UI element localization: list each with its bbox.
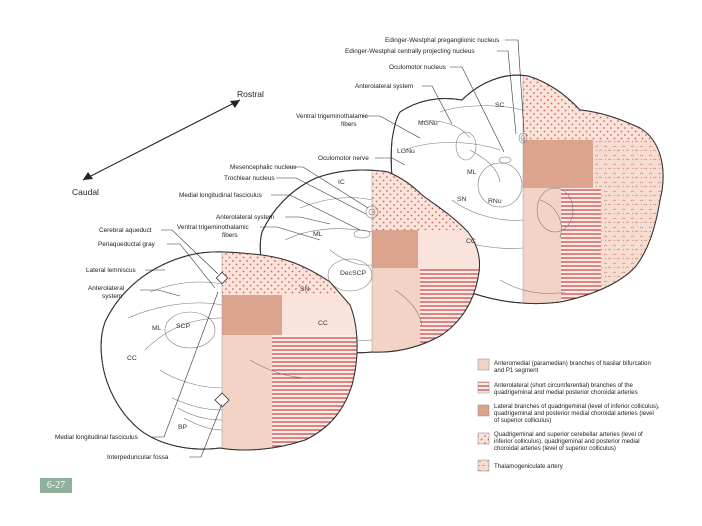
- legend-swatch-thalamogeniculate: [477, 459, 490, 472]
- inner-label-ml-low: ML: [152, 325, 162, 332]
- legend-item: Anteromedial (paramedian) branches of ba…: [477, 358, 651, 374]
- legend-swatch-anterolateral: [477, 381, 490, 394]
- label-ventral-trigeminothalamic-top: Ventral trigeminothalamic: [296, 113, 369, 120]
- legend-swatch-quadrigeminal: [477, 432, 490, 445]
- legend-text: and P1 segment: [494, 367, 539, 374]
- legend-text: quadrigeminal and medial posterior choro…: [494, 389, 638, 396]
- region-anteromedial: [523, 188, 561, 304]
- caudal-label: Caudal: [72, 187, 99, 197]
- label-oculomotor-nucleus: Oculomotor nucleus: [389, 64, 446, 71]
- region-quadrigeminal-light: [282, 295, 358, 335]
- label-ventral-trigeminothalamic-middle-2: fibers: [222, 232, 238, 239]
- fossa-marker: [214, 392, 230, 408]
- label-mlf-low: Medial longitudinal fasciculus: [55, 434, 138, 441]
- legend-item: Lateral branches of quadrigeminal (level…: [477, 403, 660, 424]
- legend-text: Thalamogeniculate artery: [494, 463, 564, 470]
- inner-label-cc-top: CC: [466, 238, 476, 245]
- label-anterolateral-system-top: Anterolateral system: [355, 83, 413, 90]
- legend-text: quadrigeminal and posterior medial choro…: [494, 410, 654, 417]
- label-periaqueductal-gray: Periaqueductal gray: [98, 241, 156, 248]
- legend-text: Anteromedial (paramedian) branches of ba…: [494, 360, 651, 367]
- region-anteromedial: [222, 335, 272, 450]
- label-oculomotor-nerve: Oculomotor nerve: [318, 155, 369, 162]
- label-anterolateral-system-low: Anterolateral: [88, 285, 124, 292]
- inner-label-bp: BP: [178, 424, 188, 431]
- legend-text: Quadrigeminal and superior cerebellar ar…: [494, 431, 643, 438]
- inner-label-decscp: DecSCP: [340, 270, 367, 277]
- figure-number-badge: 6-27: [40, 478, 72, 493]
- label-mlf-middle: Medial longitudinal fasciculus: [179, 192, 262, 199]
- orientation-arrow: [82, 99, 241, 181]
- label-ventral-trigeminothalamic-top-2: fibers: [341, 121, 357, 128]
- region-anteromedial: [372, 268, 420, 353]
- label-edinger-westphal-preganglionic: Edinger-Westphal preganglionic nucleus: [385, 37, 499, 44]
- inner-label-lgnu: LGNu: [397, 148, 415, 155]
- legend-item: Quadrigeminal and superior cerebellar ar…: [477, 431, 643, 452]
- inner-label-ic: IC: [338, 179, 345, 186]
- label-mesencephalic-nucleus: Mesencephalic nucleus: [230, 164, 296, 171]
- legend-text: inferior colliculus), quadrigeminal and …: [494, 438, 640, 445]
- inner-label-cc-mid: CC: [318, 320, 328, 327]
- inner-label-rnu: RNu: [488, 198, 502, 205]
- label-anterolateral-system-low-2: system: [102, 293, 122, 300]
- inner-labels: SC MGNu LGNu ML SN RNu CC IC ML DecSCP S…: [127, 102, 505, 431]
- inner-label-ml-mid: ML: [313, 231, 323, 238]
- label-lateral-lemniscus: Lateral lemniscus: [86, 267, 136, 274]
- region-lateral-branches: [222, 295, 282, 335]
- legend: Anteromedial (paramedian) branches of ba…: [477, 358, 660, 472]
- inner-label-sn-top: SN: [457, 196, 467, 203]
- legend-text: choroidal arteries (level of superior co…: [494, 445, 616, 452]
- region-quadrigeminal-dots: [222, 251, 262, 295]
- region-quadrigeminal-dots: [372, 170, 408, 230]
- label-cerebral-aqueduct: Cerebral aqueduct: [99, 227, 152, 234]
- region-lateral-branches: [523, 140, 593, 188]
- inner-label-ml-top: ML: [467, 169, 477, 176]
- inner-label-scp: SCP: [176, 323, 190, 330]
- region-anterolateral-stripes: [561, 188, 601, 304]
- label-interpeduncular-fossa: Interpeduncular fossa: [107, 454, 169, 461]
- region-quadrigeminal-dots: [523, 75, 583, 140]
- legend-swatch-anteromedial: [477, 358, 490, 371]
- region-thalamogeniculate: [593, 140, 664, 188]
- inner-label-cc-low: CC: [127, 355, 137, 362]
- region-thalamogeniculate: [601, 188, 664, 304]
- rostral-label: Rostral: [237, 89, 264, 99]
- section-caudal: [100, 251, 358, 451]
- inner-label-sn-mid: SN: [300, 286, 310, 293]
- legend-text: Anterolateral (short circumferential) br…: [494, 382, 633, 389]
- legend-swatch-lateral: [477, 404, 490, 417]
- region-lateral-branches: [372, 230, 418, 268]
- legend-text: Lateral branches of quadrigeminal (level…: [494, 403, 660, 410]
- label-ventral-trigeminothalamic-middle: Ventral trigeminothalamic: [177, 224, 250, 231]
- legend-item: Thalamogeniculate artery: [477, 459, 564, 472]
- label-anterolateral-system-middle: Anterolateral system: [216, 214, 274, 221]
- inner-label-mgnu: MGNu: [418, 120, 438, 127]
- aqueduct-marker: [215, 271, 229, 285]
- region-quadrigeminal-dots: [583, 75, 664, 140]
- label-edinger-westphal-central: Edinger-Westphal centrally projecting nu…: [345, 48, 475, 55]
- inner-label-sc: SC: [495, 102, 505, 109]
- structure-labels: Edinger-Westphal preganglionic nucleus E…: [55, 37, 499, 461]
- leader-lines: [140, 39, 525, 458]
- legend-text: of superior colliculus): [494, 417, 551, 424]
- label-trochlear-nucleus: Trochlear nucleus: [224, 175, 275, 182]
- region-quadrigeminal-light: [418, 230, 480, 268]
- legend-item: Anterolateral (short circumferential) br…: [477, 381, 638, 396]
